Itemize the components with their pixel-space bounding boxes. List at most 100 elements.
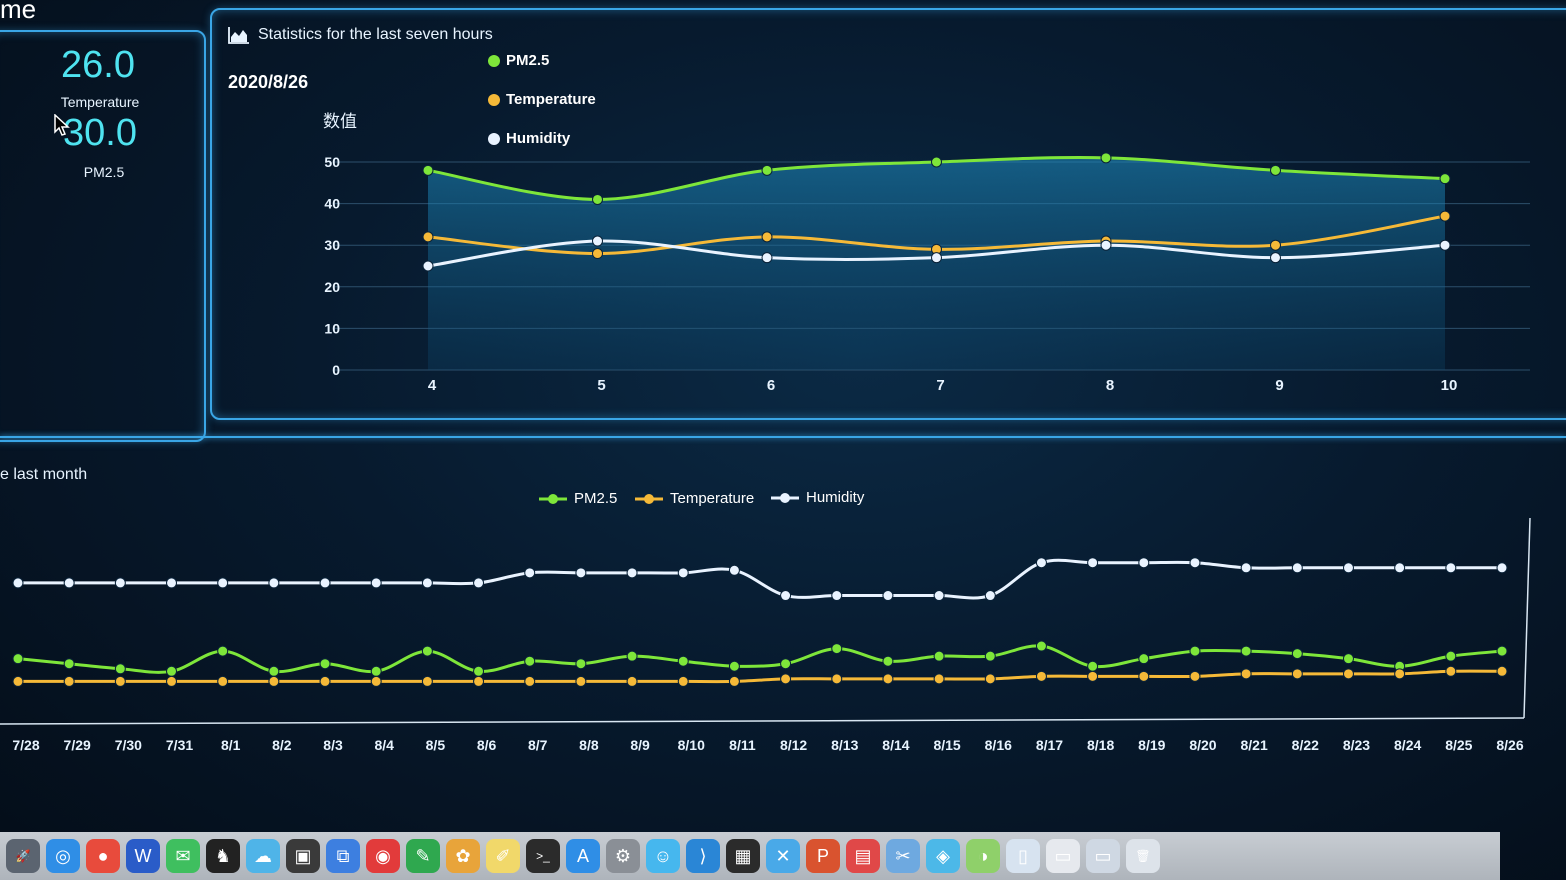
humidity-monthly-data-point[interactable] bbox=[319, 577, 331, 589]
humidity-data-point[interactable] bbox=[931, 252, 942, 264]
temperature-monthly-data-point[interactable] bbox=[217, 675, 229, 687]
pm25-monthly-data-point[interactable] bbox=[1445, 650, 1457, 662]
pm25-monthly-data-point[interactable] bbox=[473, 665, 485, 677]
terminal-app-icon[interactable]: ▣ bbox=[286, 839, 320, 873]
window-icon[interactable]: ▭ bbox=[1046, 839, 1080, 873]
pm25-monthly-data-point[interactable] bbox=[984, 650, 996, 662]
temperature-monthly-data-point[interactable] bbox=[1445, 665, 1457, 677]
temperature-data-point[interactable] bbox=[1439, 210, 1451, 222]
temperature-data-point[interactable] bbox=[1270, 239, 1281, 251]
terminal-icon[interactable]: >_ bbox=[526, 839, 560, 873]
qq-icon[interactable]: ♞ bbox=[206, 839, 240, 873]
temperature-monthly-data-point[interactable] bbox=[728, 675, 740, 687]
cloud-icon[interactable]: ☁ bbox=[246, 839, 280, 873]
pm25-monthly-data-point[interactable] bbox=[728, 660, 740, 672]
chrome-icon[interactable]: ● bbox=[86, 839, 120, 873]
pm25-monthly-data-point[interactable] bbox=[933, 650, 945, 662]
temperature-monthly-data-point[interactable] bbox=[677, 675, 689, 687]
humidity-monthly-data-point[interactable] bbox=[677, 567, 689, 579]
pm25-monthly-data-point[interactable] bbox=[1035, 640, 1047, 652]
pm25-data-point[interactable] bbox=[422, 164, 434, 176]
wechat-icon[interactable]: ✉ bbox=[166, 839, 200, 873]
humidity-monthly-data-point[interactable] bbox=[370, 577, 382, 589]
humidity-monthly-data-point[interactable] bbox=[1291, 562, 1303, 574]
pm25-monthly-data-point[interactable] bbox=[114, 663, 126, 675]
legend-pm25[interactable]: PM2.5 bbox=[488, 52, 549, 69]
pm25-monthly-data-point[interactable] bbox=[370, 665, 382, 677]
humidity-data-point[interactable] bbox=[1100, 239, 1112, 251]
pm25-monthly-data-point[interactable] bbox=[1087, 660, 1099, 672]
powerpoint-icon[interactable]: P bbox=[806, 839, 840, 873]
temperature-data-point[interactable] bbox=[761, 231, 773, 243]
temperature-monthly-data-point[interactable] bbox=[1189, 670, 1201, 682]
pm25-data-point[interactable] bbox=[1439, 173, 1451, 185]
humidity-data-point[interactable] bbox=[592, 235, 603, 247]
temperature-monthly-data-point[interactable] bbox=[370, 675, 382, 687]
monthly-legend-pm25[interactable]: PM2.5 bbox=[538, 490, 617, 507]
humidity-monthly-data-point[interactable] bbox=[1240, 562, 1252, 574]
humidity-monthly-data-point[interactable] bbox=[831, 590, 843, 602]
temperature-monthly-data-point[interactable] bbox=[831, 673, 843, 685]
pm25-data-point[interactable] bbox=[592, 193, 603, 205]
pm25-monthly-data-point[interactable] bbox=[780, 658, 792, 670]
pm25-monthly-data-point[interactable] bbox=[831, 643, 843, 655]
pm25-monthly-data-point[interactable] bbox=[166, 665, 178, 677]
legend-temperature[interactable]: Temperature bbox=[488, 91, 596, 108]
temperature-monthly-data-point[interactable] bbox=[626, 675, 638, 687]
temperature-data-point[interactable] bbox=[592, 248, 603, 260]
humidity-monthly-data-point[interactable] bbox=[63, 577, 75, 589]
temperature-monthly-data-point[interactable] bbox=[575, 675, 587, 687]
pm25-monthly-data-point[interactable] bbox=[1138, 653, 1150, 665]
humidity-monthly-data-point[interactable] bbox=[473, 577, 485, 589]
humidity-monthly-data-point[interactable] bbox=[1138, 557, 1150, 569]
temperature-monthly-data-point[interactable] bbox=[780, 673, 792, 685]
preview-icon[interactable]: ✂ bbox=[886, 839, 920, 873]
temperature-monthly-data-point[interactable] bbox=[319, 675, 331, 687]
humidity-monthly-data-point[interactable] bbox=[984, 590, 996, 602]
humidity-monthly-data-point[interactable] bbox=[166, 577, 178, 589]
humidity-monthly-data-point[interactable] bbox=[882, 590, 894, 602]
pm25-monthly-data-point[interactable] bbox=[626, 650, 638, 662]
temperature-monthly-data-point[interactable] bbox=[1496, 665, 1508, 677]
photos-icon[interactable]: ✿ bbox=[446, 839, 480, 873]
monthly-legend-humidity[interactable]: Humidity bbox=[770, 489, 864, 506]
humidity-monthly-data-point[interactable] bbox=[12, 577, 24, 589]
temperature-monthly-data-point[interactable] bbox=[12, 675, 24, 687]
temperature-monthly-data-point[interactable] bbox=[473, 675, 485, 687]
humidity-data-point[interactable] bbox=[761, 252, 773, 264]
humidity-monthly-data-point[interactable] bbox=[1496, 562, 1508, 574]
humidity-monthly-data-point[interactable] bbox=[114, 577, 126, 589]
pm25-monthly-data-point[interactable] bbox=[1342, 653, 1354, 665]
pm25-monthly-data-point[interactable] bbox=[319, 658, 331, 670]
pm25-data-point[interactable] bbox=[761, 164, 773, 176]
pm25-monthly-data-point[interactable] bbox=[268, 665, 280, 677]
humidity-data-point[interactable] bbox=[1270, 252, 1281, 264]
temperature-monthly-data-point[interactable] bbox=[63, 675, 75, 687]
humidity-monthly-data-point[interactable] bbox=[1189, 557, 1201, 569]
activity-monitor-icon[interactable]: ▦ bbox=[726, 839, 760, 873]
evernote-icon[interactable]: ✎ bbox=[406, 839, 440, 873]
pm25-monthly-data-point[interactable] bbox=[575, 658, 587, 670]
maps-icon[interactable]: ◑ bbox=[966, 839, 1000, 873]
temperature-monthly-data-point[interactable] bbox=[421, 675, 433, 687]
monthly-legend-temperature[interactable]: Temperature bbox=[634, 490, 754, 507]
temperature-monthly-data-point[interactable] bbox=[1240, 668, 1252, 680]
pm25-monthly-data-point[interactable] bbox=[524, 655, 536, 667]
pm25-monthly-data-point[interactable] bbox=[882, 655, 894, 667]
temperature-monthly-data-point[interactable] bbox=[1291, 668, 1303, 680]
humidity-monthly-data-point[interactable] bbox=[268, 577, 280, 589]
humidity-monthly-data-point[interactable] bbox=[933, 590, 945, 602]
temperature-monthly-data-point[interactable] bbox=[1394, 668, 1406, 680]
launchpad-icon[interactable]: 🚀 bbox=[6, 839, 40, 873]
humidity-monthly-data-point[interactable] bbox=[524, 567, 536, 579]
pm25-monthly-data-point[interactable] bbox=[677, 655, 689, 667]
pm25-monthly-data-point[interactable] bbox=[1291, 648, 1303, 660]
word-icon[interactable]: W bbox=[126, 839, 160, 873]
pm25-data-point[interactable] bbox=[1100, 152, 1112, 164]
pm25-monthly-data-point[interactable] bbox=[1189, 645, 1201, 657]
pm25-monthly-data-point[interactable] bbox=[12, 653, 24, 665]
system-preferences-icon[interactable]: ⚙ bbox=[606, 839, 640, 873]
humidity-monthly-data-point[interactable] bbox=[1394, 562, 1406, 574]
pm25-monthly-data-point[interactable] bbox=[63, 658, 75, 670]
humidity-monthly-data-point[interactable] bbox=[780, 590, 792, 602]
